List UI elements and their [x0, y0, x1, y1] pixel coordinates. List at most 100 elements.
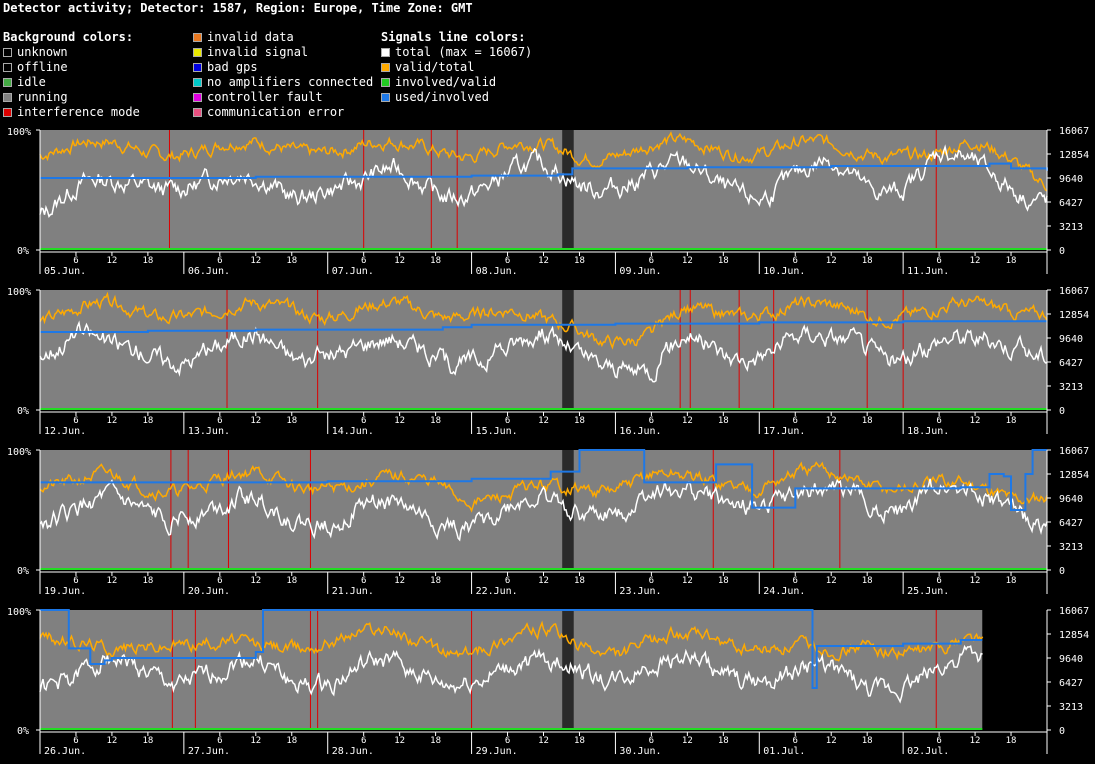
day-label: 01.Jul.: [763, 746, 805, 757]
y-left-tick-label: 0%: [17, 246, 29, 257]
background-legend-label: no amplifiers connected: [207, 75, 374, 89]
hour-label: 12: [826, 256, 837, 266]
background-legend-swatch: [3, 78, 12, 87]
signals-legend-swatch: [381, 93, 390, 102]
hour-label: 6: [73, 576, 78, 586]
hour-label: 18: [1006, 736, 1017, 746]
background-legend-label: offline: [17, 60, 68, 74]
hour-label: 12: [107, 256, 118, 266]
total-line: [39, 144, 1048, 219]
hour-label: 12: [394, 416, 405, 426]
unknown-gap: [562, 130, 574, 250]
hour-label: 6: [936, 416, 941, 426]
hour-label: 18: [286, 736, 297, 746]
valid-total-line: [39, 291, 1048, 350]
background-legend-header: Background colors:: [3, 30, 134, 44]
day-label: 14.Jun.: [332, 426, 374, 437]
signals-legend-label: involved/valid: [395, 75, 497, 89]
day-label: 29.Jun.: [476, 746, 518, 757]
day-label: 19.Jun.: [44, 586, 86, 597]
hour-label: 18: [430, 576, 441, 586]
y-right-tick-label: 3213: [1059, 702, 1083, 713]
hour-label: 6: [361, 416, 366, 426]
y-right-tick-label: 0: [1059, 246, 1065, 257]
signals-legend-item: total (max = 16067): [381, 45, 532, 60]
y-right-tick-label: 12854: [1059, 470, 1089, 481]
hour-label: 18: [718, 256, 729, 266]
background-legend-2: invalid data invalid signal bad gps no ampl…: [193, 30, 373, 120]
hour-label: 12: [970, 256, 981, 266]
hour-label: 12: [682, 736, 693, 746]
background-legend-label: bad gps: [207, 60, 258, 74]
background-legend-item: communication error: [193, 105, 373, 120]
hour-label: 12: [538, 736, 549, 746]
hour-label: 12: [538, 416, 549, 426]
background-legend-item: interference mode: [3, 105, 140, 120]
total-line: [39, 320, 1048, 383]
used-involved-line: [40, 320, 1047, 333]
hour-label: 12: [970, 736, 981, 746]
background-legend-label: running: [17, 90, 68, 104]
hour-label: 6: [505, 576, 510, 586]
background-legend-label: invalid signal: [207, 45, 309, 59]
day-label: 02.Jul.: [907, 746, 949, 757]
signals-legend-header: Signals line colors:: [381, 30, 526, 44]
hour-label: 12: [682, 256, 693, 266]
day-label: 17.Jun.: [763, 426, 805, 437]
hour-label: 18: [862, 736, 873, 746]
background-legend-swatch: [193, 63, 202, 72]
hour-label: 6: [361, 256, 366, 266]
hour-label: 12: [394, 576, 405, 586]
y-right-tick-label: 16067: [1059, 446, 1089, 457]
background-legend-item: offline: [3, 60, 140, 75]
y-left-tick-label: 100%: [7, 127, 31, 138]
signals-legend-label: used/involved: [395, 90, 489, 104]
hour-label: 6: [73, 256, 78, 266]
y-right-tick-label: 6427: [1059, 518, 1083, 529]
total-line: [39, 644, 983, 704]
signals-legend-item: involved/valid: [381, 75, 532, 90]
hour-label: 6: [505, 736, 510, 746]
hour-label: 6: [649, 416, 654, 426]
background-legend: Background colors: unknown offline idle run…: [3, 30, 140, 120]
hour-label: 18: [574, 576, 585, 586]
hour-label: 12: [682, 416, 693, 426]
background-legend-item: bad gps: [193, 60, 373, 75]
hour-label: 18: [286, 416, 297, 426]
hour-label: 12: [970, 576, 981, 586]
background-legend-label: interference mode: [17, 105, 140, 119]
hour-label: 12: [682, 576, 693, 586]
day-label: 08.Jun.: [476, 266, 518, 277]
day-label: 25.Jun.: [907, 586, 949, 597]
y-right-tick-label: 9640: [1059, 494, 1083, 505]
background-legend-item: invalid data: [193, 30, 373, 45]
signals-legend-item: used/involved: [381, 90, 532, 105]
background-legend-label: unknown: [17, 45, 68, 59]
hour-label: 18: [142, 576, 153, 586]
hour-label: 12: [250, 576, 261, 586]
signals-legend: Signals line colors: total (max = 16067)…: [381, 30, 532, 105]
y-right-tick-label: 0: [1059, 566, 1065, 577]
y-right-tick-label: 9640: [1059, 334, 1083, 345]
y-right-tick-label: 6427: [1059, 198, 1083, 209]
y-right-tick-label: 12854: [1059, 150, 1089, 161]
background-legend-label: controller fault: [207, 90, 323, 104]
y-right-tick-label: 16067: [1059, 606, 1089, 617]
hour-label: 18: [718, 736, 729, 746]
background-legend-label: idle: [17, 75, 46, 89]
valid-total-line: [39, 131, 1048, 192]
signals-legend-item: valid/total: [381, 60, 532, 75]
day-label: 05.Jun.: [44, 266, 86, 277]
hour-label: 18: [718, 576, 729, 586]
unknown-gap: [562, 450, 574, 570]
page-title: Detector activity; Detector: 1587, Regio…: [3, 1, 473, 15]
hour-label: 12: [250, 416, 261, 426]
hour-label: 18: [142, 256, 153, 266]
y-left-tick-label: 100%: [7, 287, 31, 298]
hour-label: 6: [793, 576, 798, 586]
day-label: 27.Jun.: [188, 746, 230, 757]
y-right-tick-label: 6427: [1059, 678, 1083, 689]
signals-legend-swatch: [381, 48, 390, 57]
